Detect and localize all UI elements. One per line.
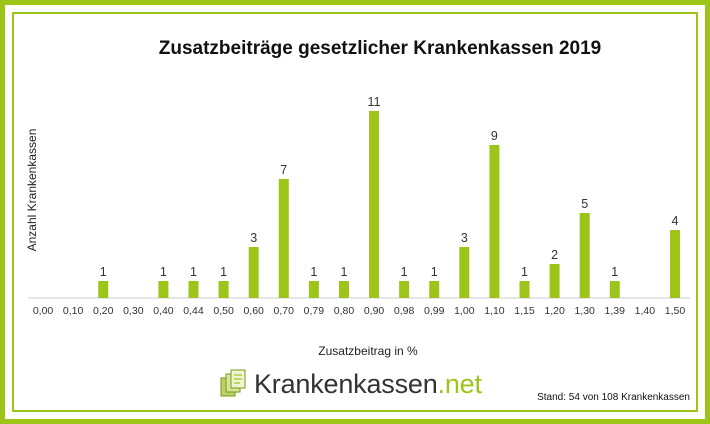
data-label: 1 xyxy=(401,265,408,279)
brand-wordmark: Krankenkassen.net xyxy=(254,369,482,400)
bar xyxy=(429,281,440,298)
x-tick-label: 1,30 xyxy=(574,305,595,317)
bar xyxy=(549,264,560,298)
data-label: 11 xyxy=(368,95,381,109)
x-tick-label: 0,79 xyxy=(304,305,325,317)
x-tick-label: 0,44 xyxy=(183,305,204,317)
x-tick-label: 0,20 xyxy=(93,305,114,317)
bar xyxy=(308,281,319,298)
chart-title: Zusatzbeiträge gesetzlicher Krankenkasse… xyxy=(158,38,602,59)
bar xyxy=(369,111,380,298)
data-label: 5 xyxy=(581,197,588,211)
data-label: 3 xyxy=(250,231,257,245)
bar xyxy=(98,281,109,298)
footnote: Stand: 54 von 108 Krankenkassen xyxy=(537,392,690,403)
bar xyxy=(278,179,289,298)
x-tick-label: 0,00 xyxy=(33,305,54,317)
bar xyxy=(338,281,349,298)
data-label: 1 xyxy=(431,265,438,279)
data-label: 1 xyxy=(100,265,107,279)
chart-border xyxy=(12,12,698,412)
x-tick-label: 0,60 xyxy=(243,305,264,317)
data-label: 1 xyxy=(190,265,197,279)
x-tick-label: 1,00 xyxy=(454,305,475,317)
data-label: 2 xyxy=(551,248,558,262)
bar xyxy=(248,247,259,298)
brand-logo: Krankenkassen.net xyxy=(218,366,482,402)
bar xyxy=(669,230,680,298)
data-label: 1 xyxy=(340,265,347,279)
document-stack-icon xyxy=(218,369,248,399)
x-tick-label: 0,80 xyxy=(334,305,355,317)
data-label: 9 xyxy=(491,129,498,143)
x-tick-label: 1,10 xyxy=(484,305,505,317)
bar xyxy=(489,145,500,298)
data-label: 1 xyxy=(521,265,528,279)
data-label: 3 xyxy=(461,231,468,245)
bar xyxy=(158,281,169,298)
bar xyxy=(399,281,410,298)
brand-name: Krankenkassen xyxy=(254,368,438,399)
bar xyxy=(459,247,470,298)
bar xyxy=(579,213,590,298)
x-tick-label: 1,50 xyxy=(665,305,686,317)
data-label: 4 xyxy=(671,214,678,228)
data-label: 1 xyxy=(160,265,167,279)
x-tick-label: 1,15 xyxy=(514,305,535,317)
x-tick-label: 0,70 xyxy=(274,305,295,317)
x-tick-label: 0,30 xyxy=(123,305,144,317)
x-tick-label: 1,20 xyxy=(544,305,565,317)
bar xyxy=(609,281,620,298)
x-tick-label: 0,40 xyxy=(153,305,174,317)
bar xyxy=(188,281,199,298)
x-tick-label: 1,39 xyxy=(605,305,626,317)
x-tick-label: 0,99 xyxy=(424,305,445,317)
brand-tld: .net xyxy=(437,368,482,399)
data-label: 7 xyxy=(280,163,287,177)
data-label: 1 xyxy=(611,265,618,279)
x-tick-label: 0,10 xyxy=(63,305,84,317)
x-tick-label: 0,50 xyxy=(213,305,234,317)
data-label: 1 xyxy=(310,265,317,279)
x-tick-label: 0,98 xyxy=(394,305,415,317)
x-tick-label: 1,40 xyxy=(635,305,656,317)
bar xyxy=(519,281,530,298)
bar xyxy=(218,281,229,298)
x-tick-label: 0,90 xyxy=(364,305,385,317)
x-axis-label: Zusatzbeitrag in % xyxy=(318,344,418,358)
data-label: 1 xyxy=(220,265,227,279)
